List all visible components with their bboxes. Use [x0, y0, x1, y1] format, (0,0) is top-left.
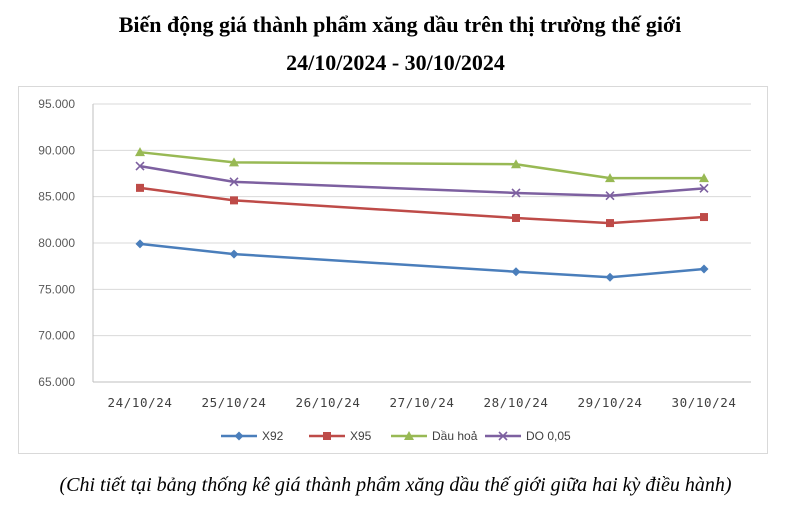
chart-title: Biến động giá thành phẩm xăng dầu trên t…	[118, 12, 682, 37]
data-point	[605, 173, 615, 183]
data-point	[135, 239, 145, 249]
y-tick-label: 80.000	[38, 236, 75, 250]
y-tick-label: 75.000	[38, 282, 75, 296]
data-point	[135, 147, 145, 157]
data-point	[511, 267, 521, 277]
legend-item: X95	[309, 429, 372, 443]
y-tick-label: 95.000	[38, 97, 75, 111]
y-tick-label: 65.000	[38, 375, 75, 389]
legend-label: Dầu hoả	[432, 429, 478, 443]
legend-label: X92	[262, 429, 284, 443]
x-tick-label: 26/10/24	[295, 395, 360, 410]
legend: X92 X95 Dầu hoả DO 0,05	[221, 429, 571, 443]
data-point	[404, 431, 414, 440]
data-point	[229, 177, 239, 187]
data-point	[699, 183, 709, 193]
data-point	[511, 159, 521, 169]
series-line	[139, 164, 705, 197]
data-point	[511, 188, 521, 198]
data-point-stroke	[498, 431, 508, 441]
chart-area: 65.000 70.000 75.000 80.000 85.000 90.000 95.0…	[18, 86, 768, 454]
legend-item: Dầu hoả	[391, 429, 478, 443]
x-tick-label: 25/10/24	[201, 395, 266, 410]
x-tick-label: 27/10/24	[389, 395, 454, 410]
data-point	[699, 173, 709, 183]
y-axis: 65.000 70.000 75.000 80.000 85.000 90.000 95.0…	[38, 97, 94, 389]
data-point	[699, 264, 709, 274]
data-point	[606, 219, 614, 228]
series-2	[136, 183, 708, 228]
series-line	[139, 242, 705, 279]
x-tick-label: 28/10/24	[483, 395, 548, 410]
legend-label: X95	[350, 429, 372, 443]
data-point	[234, 431, 244, 441]
y-tick-label: 90.000	[38, 143, 75, 157]
data-point	[229, 157, 239, 167]
data-point	[229, 249, 239, 259]
data-point-stroke	[699, 183, 709, 193]
series-line	[139, 150, 704, 180]
chart-date-range: 24/10/2024 - 30/10/2024	[286, 50, 505, 75]
footnote: (Chi tiết tại bảng thống kê giá thành ph…	[59, 474, 732, 496]
data-point-stroke	[229, 177, 239, 187]
series-3	[135, 147, 709, 183]
data-point	[136, 183, 144, 192]
series-line	[139, 186, 705, 225]
data-point	[498, 431, 508, 441]
x-tick-label: 30/10/24	[671, 395, 736, 410]
series-lines	[135, 147, 709, 282]
series-4	[135, 161, 709, 201]
legend-label: DO 0,05	[526, 429, 571, 443]
data-point-stroke	[605, 191, 615, 201]
data-point	[512, 213, 520, 222]
data-point-stroke	[135, 161, 145, 171]
legend-item: DO 0,05	[485, 429, 571, 443]
data-point-stroke	[511, 188, 521, 198]
x-tick-label: 29/10/24	[577, 395, 642, 410]
data-point	[230, 196, 238, 205]
gridlines	[93, 103, 751, 383]
y-tick-label: 70.000	[38, 329, 75, 343]
y-tick-label: 85.000	[38, 190, 75, 204]
legend-item: X92	[221, 429, 284, 443]
data-point	[135, 161, 145, 171]
x-tick-label: 24/10/24	[107, 395, 172, 410]
data-point	[700, 213, 708, 222]
series-1	[135, 239, 709, 282]
data-point	[605, 272, 615, 282]
line-chart: 65.000 70.000 75.000 80.000 85.000 90.000 95.0…	[38, 97, 751, 443]
data-point	[323, 432, 331, 440]
x-axis: 24/10/24 25/10/24 26/10/24 27/10/24 28/10/24…	[107, 395, 736, 410]
data-point	[605, 191, 615, 201]
